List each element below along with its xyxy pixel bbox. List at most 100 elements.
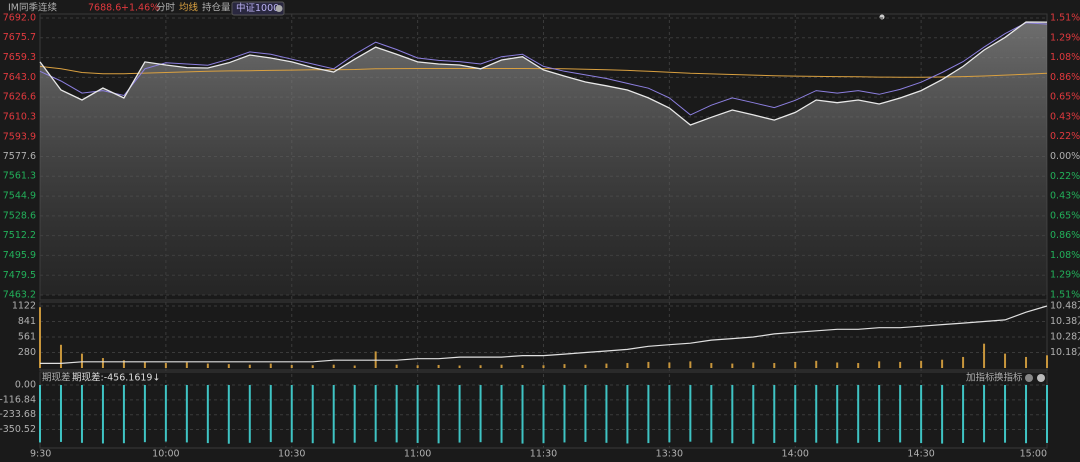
bar: [416, 385, 419, 443]
bar: [143, 361, 146, 368]
y2-tick-label: 0.86%: [1050, 230, 1080, 241]
add-indicator[interactable]: 加指标: [966, 372, 995, 384]
y-tick-label: -233.68: [0, 409, 36, 420]
y2-tick-label: 10.28万: [1050, 332, 1080, 343]
y-tick-label: 7675.7: [3, 32, 36, 43]
bar: [59, 344, 62, 368]
bar: [1004, 353, 1007, 368]
x-tick-label: 11:00: [404, 449, 431, 460]
bar: [122, 385, 125, 444]
x-tick-label: 15:00: [1020, 449, 1047, 460]
y-tick-label: 7544.9: [3, 191, 36, 202]
bar: [815, 385, 818, 443]
y-tick-label: 7479.5: [3, 270, 36, 281]
bar: [1046, 355, 1048, 368]
price-area: [40, 22, 1047, 295]
bar: [39, 307, 41, 368]
bar: [773, 385, 776, 443]
y2-tick-label: 10.18万: [1050, 347, 1080, 358]
y-tick-label: 7610.3: [3, 111, 36, 122]
y-tick-label: 7626.6: [3, 92, 36, 103]
bar: [80, 353, 83, 368]
series-line: [39, 65, 1048, 78]
bar: [80, 385, 83, 443]
bar: [563, 385, 566, 443]
y2-tick-label: 1.08%: [1050, 250, 1080, 261]
mode-label[interactable]: 分时: [156, 2, 176, 14]
bar: [479, 365, 482, 368]
x-tick-label: 11:30: [530, 449, 557, 460]
oi-legend[interactable]: 持仓量: [202, 2, 231, 14]
y2-tick-label: 1.29%: [1050, 269, 1080, 280]
bar: [1046, 385, 1048, 443]
bar: [899, 361, 902, 368]
bar: [710, 363, 713, 368]
y2-tick-label: 0.43%: [1050, 112, 1080, 123]
avg-legend[interactable]: 均线: [179, 2, 199, 14]
bar: [542, 365, 545, 368]
y-tick-label: 7512.2: [3, 230, 36, 241]
bar: [374, 385, 377, 442]
bar: [878, 385, 881, 443]
close-icon[interactable]: [275, 5, 283, 12]
y-tick-label: 841: [18, 316, 36, 327]
y2-tick-label: 0.43%: [1050, 190, 1080, 201]
price-change: +1.46%: [121, 3, 159, 14]
bar: [269, 385, 272, 443]
bar: [836, 385, 839, 444]
instrument-name: IM同季连续: [8, 2, 57, 14]
y2-tick-label: 0.65%: [1050, 91, 1080, 102]
index-legend[interactable]: 中证1000: [236, 2, 279, 14]
bar: [206, 385, 209, 444]
bar: [899, 385, 902, 443]
basis-value: 期现差:-456.1619↓: [72, 372, 160, 384]
bar: [920, 360, 923, 368]
bar: [563, 364, 566, 368]
bar: [962, 356, 965, 368]
bar: [668, 362, 671, 368]
bar: [416, 365, 419, 368]
bar: [206, 363, 209, 368]
bar: [101, 385, 104, 444]
bar: [101, 358, 104, 368]
bar: [353, 385, 356, 443]
y-tick-label: 0.00: [15, 380, 36, 391]
bar: [164, 385, 167, 442]
bar: [920, 385, 923, 444]
y-tick-label: 7593.9: [3, 131, 36, 142]
bar: [521, 385, 524, 444]
bar: [647, 361, 650, 368]
close-indicator-icon[interactable]: [1037, 374, 1045, 382]
y2-tick-label: 1.08%: [1050, 52, 1080, 63]
bar: [605, 363, 608, 368]
switch-indicator[interactable]: 换指标: [994, 372, 1023, 384]
bar: [437, 364, 440, 368]
bar: [962, 385, 965, 443]
x-tick-label: 14:00: [782, 449, 809, 460]
bar: [395, 385, 398, 443]
y-tick-label: 7463.2: [3, 290, 36, 301]
bar: [311, 385, 314, 444]
index-tag[interactable]: [231, 1, 285, 16]
bar: [983, 385, 986, 443]
bar: [626, 363, 629, 368]
bar: [878, 361, 881, 368]
bar: [227, 385, 230, 444]
y-tick-label: 7659.3: [3, 52, 36, 63]
series-line: [40, 305, 1048, 364]
y2-tick-label: 0.22%: [1050, 131, 1080, 142]
marker-dot: [879, 14, 885, 20]
y-tick-label: 7495.9: [3, 250, 36, 261]
bar: [185, 385, 188, 443]
x-tick-label: 10:00: [152, 449, 179, 460]
bar: [1025, 356, 1028, 368]
bar: [479, 385, 482, 443]
x-tick-label: 9:30: [30, 449, 51, 460]
y-tick-label: 561: [18, 332, 36, 343]
bar: [857, 385, 860, 443]
settings-icon[interactable]: [1025, 374, 1033, 382]
last-price: 7688.6: [88, 3, 121, 14]
series-line: [39, 21, 1048, 126]
bar: [647, 385, 650, 444]
